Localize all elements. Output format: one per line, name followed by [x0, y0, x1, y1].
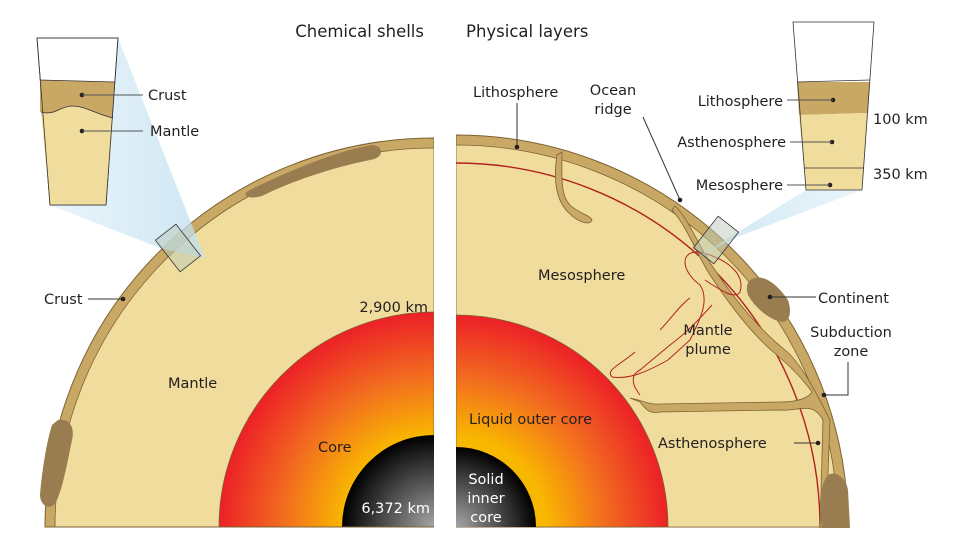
continent-shape — [40, 419, 73, 507]
chemical-shells-section — [40, 137, 434, 528]
lithosphere-strip — [629, 205, 831, 528]
crust-pointer-dot — [120, 296, 126, 302]
subducting-slab — [555, 151, 593, 224]
mesosphere-label: Mesosphere — [538, 268, 625, 284]
core-label: Core — [318, 440, 352, 456]
mantle-plume-label-line2: plume — [685, 342, 731, 358]
asthenosphere-label: Asthenosphere — [658, 436, 767, 452]
zoom-box — [154, 223, 202, 273]
title-chemical-shells: Chemical shells — [295, 22, 424, 41]
crust-inset: Crust Mantle — [36, 37, 199, 206]
inset-lithosphere-label: Lithosphere — [698, 94, 783, 110]
inset-mantle-label: Mantle — [150, 124, 199, 140]
subduction-zone-label-line2: zone — [834, 344, 869, 360]
crust-label: Crust — [44, 292, 83, 308]
mantle-label: Mantle — [168, 376, 217, 392]
inset-crust-label: Crust — [148, 88, 187, 104]
continent-shape — [245, 145, 382, 198]
inset-mesosphere-label: Mesosphere — [696, 178, 783, 194]
liquid-outer-core-label: Liquid outer core — [469, 412, 592, 428]
ocean-ridge-label-line2: ridge — [594, 102, 631, 118]
continent-label: Continent — [818, 291, 889, 307]
center-depth-label: 6,372 km — [361, 501, 430, 517]
inner-core-layer — [342, 435, 434, 527]
core-depth-label: 2,900 km — [359, 300, 428, 316]
lithosphere-label: Lithosphere — [473, 85, 558, 101]
ocean-ridge-label-line1: Ocean — [590, 83, 636, 99]
depth-350-label: 350 km — [873, 167, 928, 183]
continent-shape — [746, 277, 790, 322]
zoom-box — [692, 215, 740, 265]
solid-inner-core-label-line2: inner — [467, 491, 504, 507]
mantle-plume-label-line1: Mantle — [683, 323, 732, 339]
inset-asthenosphere-label: Asthenosphere — [677, 135, 786, 151]
solid-inner-core-label-line1: Solid — [468, 472, 503, 488]
title-physical-layers: Physical layers — [466, 22, 588, 41]
lithosphere-inset: Lithosphere Asthenosphere Mesosphere 100… — [677, 21, 928, 194]
continent-shape — [820, 473, 850, 528]
solid-inner-core-label-line3: core — [470, 510, 501, 526]
subduction-zone-label-line1: Subduction — [810, 325, 892, 341]
physical-layers-section — [456, 134, 850, 528]
depth-100-label: 100 km — [873, 112, 928, 128]
mantle-plume-lines — [609, 251, 742, 396]
inner-core-layer — [456, 447, 536, 527]
